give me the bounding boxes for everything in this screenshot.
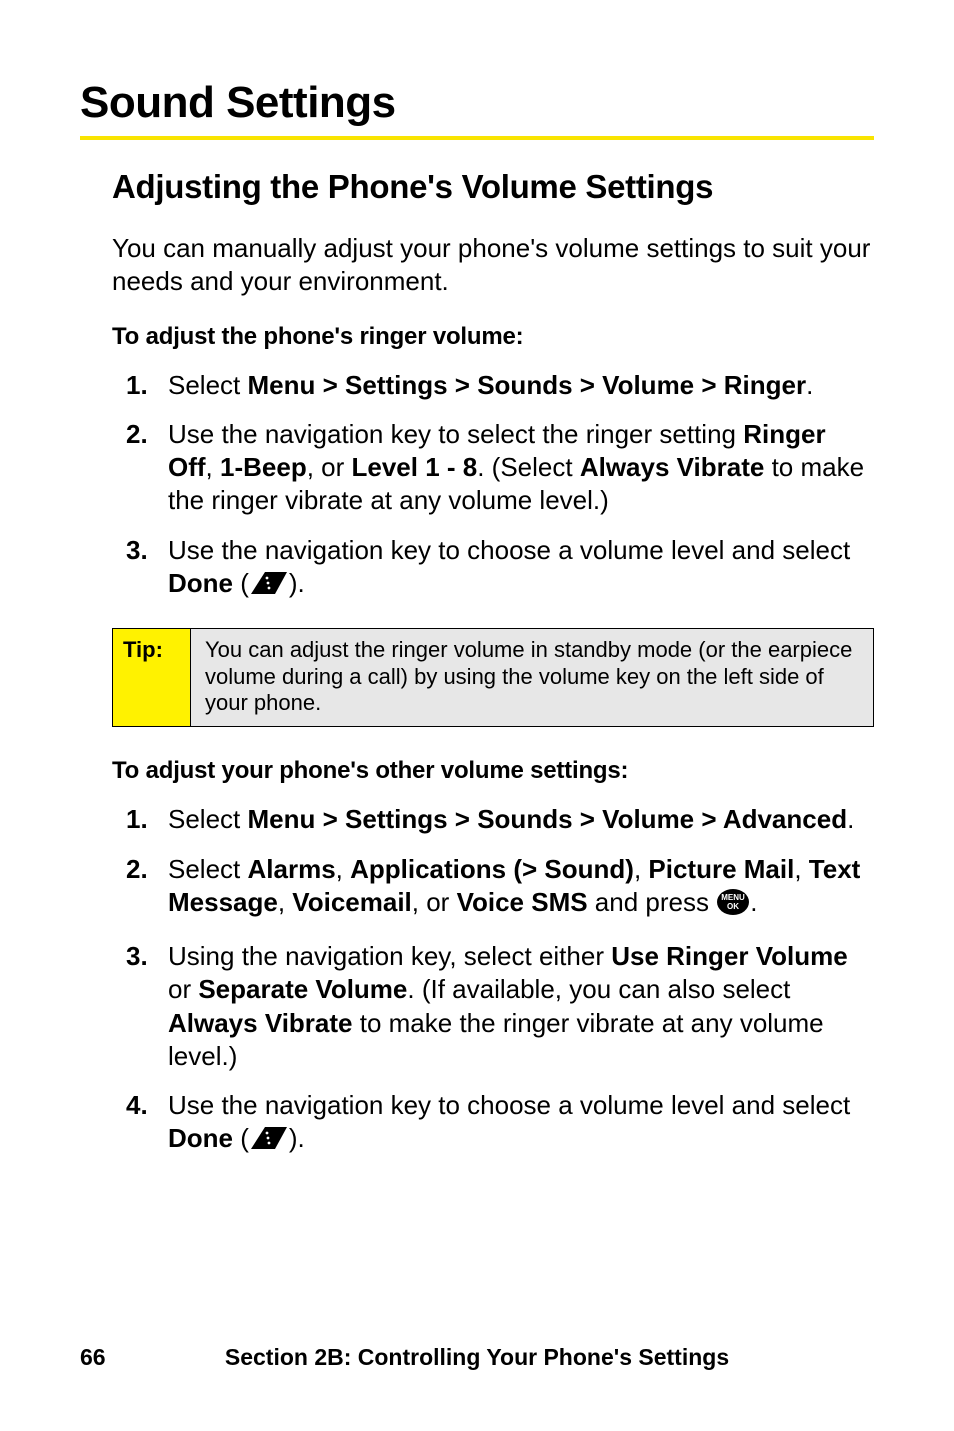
page-title: Sound Settings [80, 78, 874, 128]
page-footer: 66 Section 2B: Controlling Your Phone's … [80, 1344, 874, 1371]
text: ). [289, 568, 305, 598]
bold: Use Ringer Volume [611, 941, 847, 971]
text: , [336, 854, 350, 884]
bold: Voice SMS [457, 887, 588, 917]
tip-text: You can adjust the ringer volume in stan… [191, 629, 873, 726]
steps-list-b: Select Menu > Settings > Sounds > Volume… [80, 803, 874, 1159]
text: , [206, 452, 220, 482]
text: Select [168, 854, 248, 884]
text: Use the navigation key to select the rin… [168, 419, 743, 449]
step-b3: Using the navigation key, select either … [112, 940, 874, 1073]
bold: Separate Volume [198, 974, 407, 1004]
bold: Level 1 - 8 [352, 452, 478, 482]
text: Use the navigation key to choose a volum… [168, 1090, 850, 1120]
step-a2: Use the navigation key to select the rin… [112, 418, 874, 518]
footer-section-label: Section 2B: Controlling Your Phone's Set… [106, 1344, 849, 1371]
step-a1: Select Menu > Settings > Sounds > Volume… [112, 369, 874, 402]
text: Using the navigation key, select either [168, 941, 611, 971]
bold: Menu > Settings > Sounds > Volume > Ring… [248, 370, 807, 400]
text: . (If available, you can also select [407, 974, 790, 1004]
step-b2: Select Alarms, Applications (> Sound), P… [112, 853, 874, 925]
text: or [168, 974, 198, 1004]
intro-paragraph: You can manually adjust your phone's vol… [80, 232, 874, 299]
step-a3: Use the navigation key to choose a volum… [112, 534, 874, 605]
page-number: 66 [80, 1344, 106, 1371]
text: . [847, 804, 854, 834]
title-rule [80, 136, 874, 140]
lead-in-b: To adjust your phone's other volume sett… [80, 757, 874, 785]
section-subheading: Adjusting the Phone's Volume Settings [80, 168, 874, 206]
bold: Always Vibrate [580, 452, 765, 482]
bold: Done [168, 568, 233, 598]
text: , or [412, 887, 457, 917]
text: . [806, 370, 813, 400]
bold: Always Vibrate [168, 1008, 353, 1038]
left-softkey-icon [249, 570, 289, 604]
text: Select [168, 804, 248, 834]
bold: Applications (> Sound) [350, 854, 634, 884]
tip-label: Tip: [113, 629, 191, 726]
text: ). [289, 1123, 305, 1153]
bold: Picture Mail [648, 854, 794, 884]
step-b1: Select Menu > Settings > Sounds > Volume… [112, 803, 874, 836]
svg-text:MENU: MENU [721, 893, 745, 902]
page: Sound Settings Adjusting the Phone's Vol… [0, 0, 954, 1431]
bold: Voicemail [292, 887, 411, 917]
text: , [278, 887, 292, 917]
tip-box: Tip: You can adjust the ringer volume in… [112, 628, 874, 727]
bold: Alarms [248, 854, 336, 884]
bold: Menu > Settings > Sounds > Volume > Adva… [248, 804, 848, 834]
steps-list-a: Select Menu > Settings > Sounds > Volume… [80, 369, 874, 605]
text: , [794, 854, 808, 884]
bold: Done [168, 1123, 233, 1153]
text: Use the navigation key to choose a volum… [168, 535, 850, 565]
text: ( [233, 1123, 249, 1153]
bold: 1-Beep [220, 452, 307, 482]
step-b4: Use the navigation key to choose a volum… [112, 1089, 874, 1160]
lead-in-a: To adjust the phone's ringer volume: [80, 323, 874, 351]
text: . [750, 887, 757, 917]
text: , or [307, 452, 352, 482]
left-softkey-icon [249, 1125, 289, 1159]
text: , [634, 854, 648, 884]
svg-text:OK: OK [727, 902, 739, 911]
text: ( [233, 568, 249, 598]
text: and press [588, 887, 717, 917]
text: Select [168, 370, 248, 400]
menu-ok-icon: MENUOK [716, 888, 750, 924]
text: . (Select [477, 452, 580, 482]
